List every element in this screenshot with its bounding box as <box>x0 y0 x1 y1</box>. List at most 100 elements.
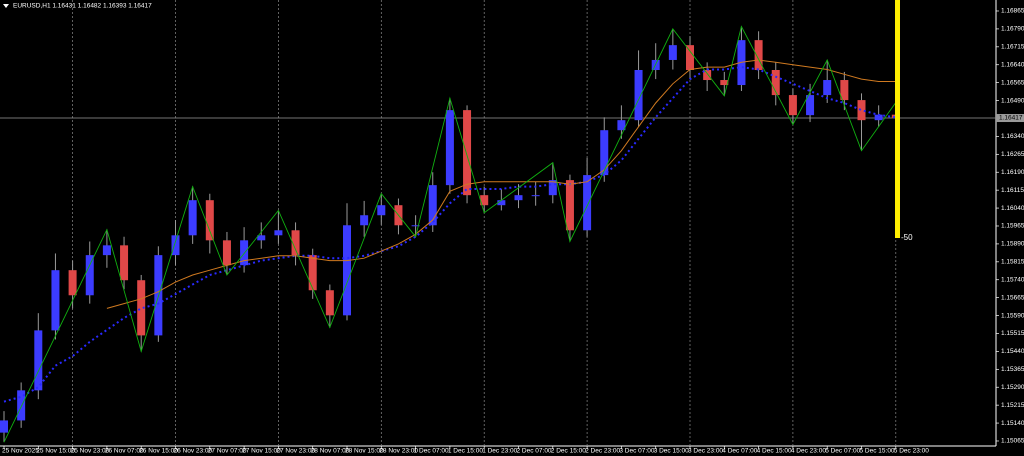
x-tick-label: 2 Dec 07:00 <box>517 448 552 455</box>
x-tick-label: 3 Dec 15:00 <box>654 448 689 455</box>
candle-body <box>583 175 592 231</box>
candle-body <box>257 235 266 241</box>
candle-body <box>788 95 797 116</box>
candle-body <box>428 185 437 226</box>
x-tick-label: 26 Nov 23:00 <box>174 448 213 455</box>
y-tick-label: 1.16640 <box>1001 61 1024 68</box>
moving-average <box>3 66 896 403</box>
chart-title: EURUSD,H1 1.16431 1.16482 1.16393 1.1641… <box>13 3 152 10</box>
candle-body <box>565 180 574 231</box>
x-tick-label: 2 Dec 15:00 <box>551 448 586 455</box>
x-tick-label: 27 Nov 07:00 <box>208 448 247 455</box>
candle-body <box>857 100 866 121</box>
x-tick-label: 28 Nov 07:00 <box>311 448 350 455</box>
candle-body <box>222 240 231 266</box>
candle-body <box>205 200 214 241</box>
candle-body <box>325 290 334 316</box>
y-tick-label: 1.15665 <box>1001 294 1024 301</box>
candle-body <box>0 420 8 433</box>
x-tick-label: 4 Dec 07:00 <box>722 448 757 455</box>
x-tick-label: 4 Dec 15:00 <box>757 448 792 455</box>
indicator-label: -50 <box>901 233 913 242</box>
candle-body <box>120 245 129 281</box>
x-tick-label: 5 Dec 23:00 <box>894 448 929 455</box>
y-tick-label: 1.16790 <box>1001 26 1024 33</box>
y-tick-label: 1.15140 <box>1001 420 1024 427</box>
x-tick-label: 25 Nov 15:00 <box>36 448 75 455</box>
current-price-tag <box>996 114 1024 123</box>
candle-body <box>720 80 729 86</box>
candle-body <box>188 200 197 236</box>
y-tick-label: 1.16715 <box>1001 44 1024 51</box>
y-tick-label: 1.16865 <box>1001 8 1024 15</box>
y-tick-label: 1.15515 <box>1001 330 1024 337</box>
candle-body <box>411 225 420 227</box>
y-tick-label: 1.15740 <box>1001 276 1024 283</box>
menu-icon[interactable] <box>3 4 9 8</box>
candle-body <box>480 195 489 206</box>
candle-body <box>377 205 386 216</box>
y-tick-label: 1.16340 <box>1001 133 1024 140</box>
candle-body <box>703 69 712 81</box>
x-tick-label: 28 Nov 15:00 <box>345 448 384 455</box>
candle-body <box>445 110 454 186</box>
candle-body <box>171 235 180 256</box>
x-tick-label: 27 Nov 15:00 <box>242 448 281 455</box>
y-tick-label: 1.16565 <box>1001 79 1024 86</box>
candle-body <box>634 69 643 121</box>
x-tick-label: 25 Nov 2025 <box>2 448 39 455</box>
candle-body <box>137 280 146 336</box>
candle-body <box>806 95 815 116</box>
x-tick-label: 26 Nov 07:00 <box>105 448 144 455</box>
candle-body <box>497 200 506 206</box>
zigzag <box>3 25 897 443</box>
y-tick-label: 1.15815 <box>1001 259 1024 266</box>
x-tick-label: 4 Dec 23:00 <box>791 448 826 455</box>
candle-body <box>874 114 883 121</box>
candle-body <box>51 270 60 331</box>
y-tick-label: 1.15365 <box>1001 366 1024 373</box>
candle-body <box>68 270 77 296</box>
candle-body <box>840 80 849 101</box>
y-tick-label: 1.16040 <box>1001 205 1024 212</box>
y-tick-label: 1.15590 <box>1001 312 1024 319</box>
candle-body <box>17 390 26 421</box>
candle-body <box>823 80 832 96</box>
x-tick-label: 1 Dec 23:00 <box>482 448 517 455</box>
candle-body <box>274 230 283 236</box>
candle-body <box>360 215 369 226</box>
moving-average <box>106 59 896 309</box>
candle-body <box>754 40 763 70</box>
x-tick-label: 27 Nov 23:00 <box>276 448 315 455</box>
y-tick-label: 1.15290 <box>1001 384 1024 391</box>
x-tick-label: 1 Dec 15:00 <box>448 448 483 455</box>
x-tick-label: 5 Dec 15:00 <box>860 448 895 455</box>
indicator-bar <box>895 0 900 238</box>
candle-body <box>531 195 540 197</box>
candle-body <box>771 69 780 96</box>
x-tick-label: 3 Dec 07:00 <box>619 448 654 455</box>
y-tick-label: 1.16190 <box>1001 169 1024 176</box>
x-tick-label: 2 Dec 23:00 <box>585 448 620 455</box>
y-tick-label: 1.15215 <box>1001 402 1024 409</box>
x-tick-label: 28 Nov 23:00 <box>379 448 418 455</box>
candle-body <box>34 330 43 391</box>
x-tick-label: 25 Nov 23:00 <box>71 448 110 455</box>
y-tick-label: 1.16490 <box>1001 97 1024 104</box>
candle-body <box>514 195 523 201</box>
candle-body <box>102 245 111 256</box>
candle-body <box>686 45 694 70</box>
y-tick-label: 1.15065 <box>1001 438 1024 445</box>
candle-body <box>668 45 677 60</box>
x-tick-label: 26 Nov 15:00 <box>139 448 178 455</box>
x-tick-label: 3 Dec 23:00 <box>688 448 723 455</box>
current-price-label: 1.16417 <box>999 115 1023 122</box>
candle-body <box>600 130 609 176</box>
candle-body <box>343 225 351 316</box>
x-tick-label: 5 Dec 07:00 <box>825 448 860 455</box>
y-tick-label: 1.16265 <box>1001 151 1024 158</box>
y-tick-label: 1.15965 <box>1001 223 1024 230</box>
y-tick-label: 1.15890 <box>1001 241 1024 248</box>
